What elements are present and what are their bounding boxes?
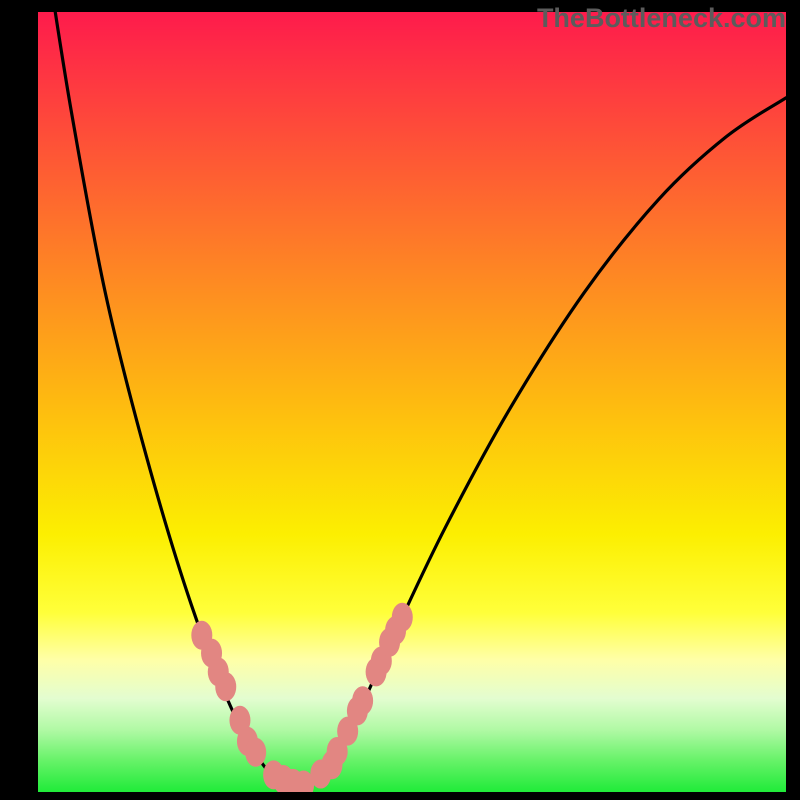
- data-marker: [392, 603, 413, 632]
- gradient-background: [38, 12, 786, 792]
- plot-svg: [38, 12, 786, 792]
- data-marker: [352, 686, 373, 715]
- data-marker: [245, 738, 266, 767]
- chart-root: TheBottleneck.com: [0, 0, 800, 800]
- plot-area: [38, 12, 786, 792]
- data-marker: [215, 672, 236, 701]
